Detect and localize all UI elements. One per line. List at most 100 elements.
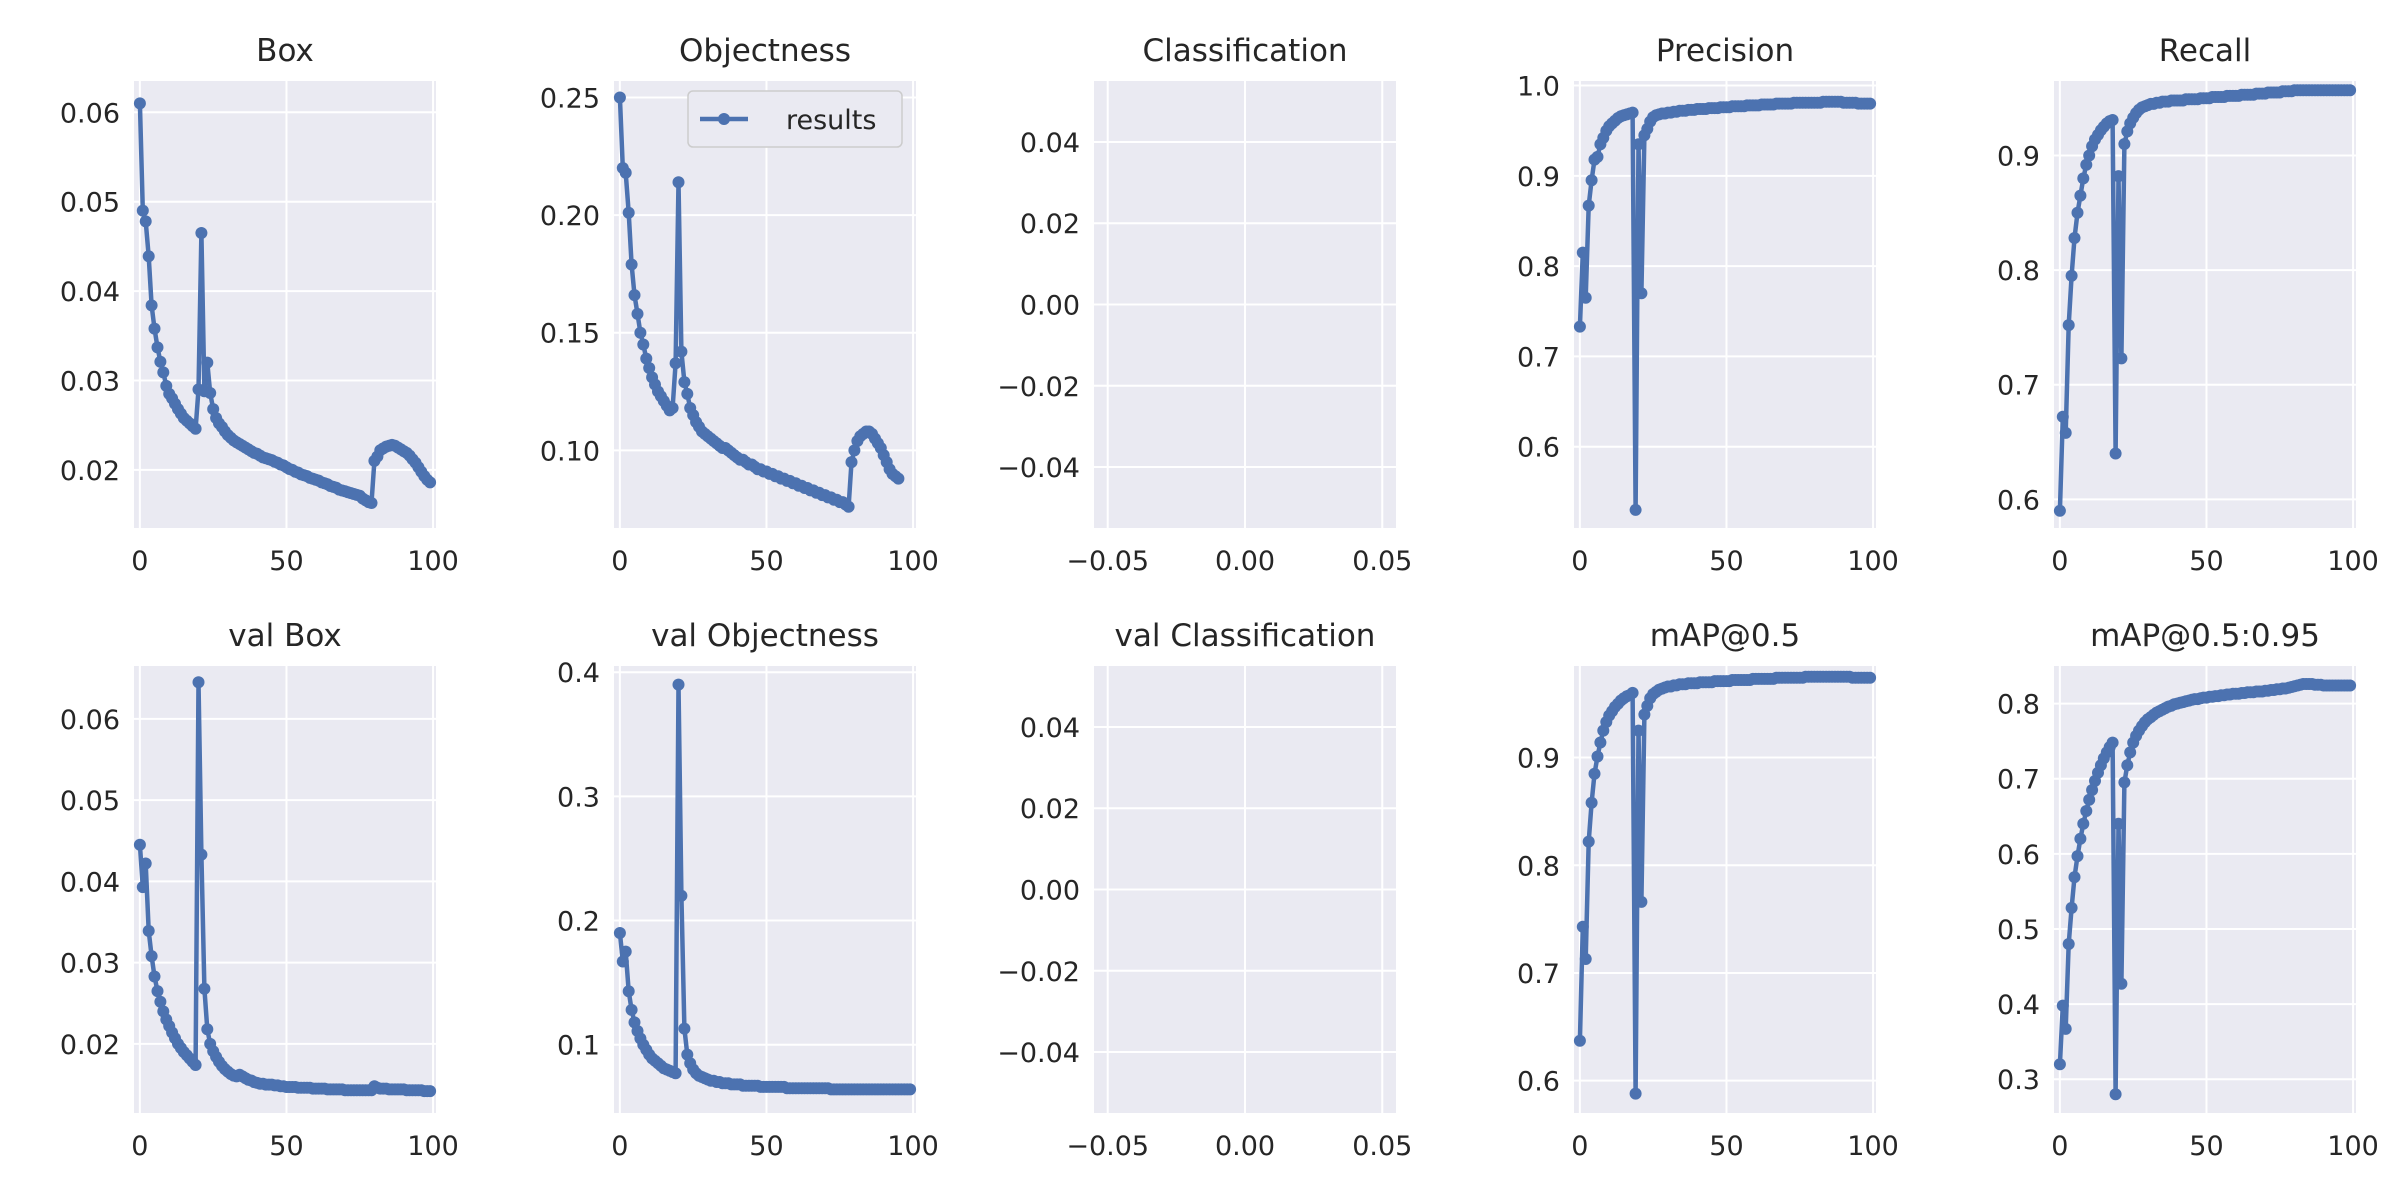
y-tick-label: 0.10	[540, 436, 600, 467]
y-tick-label: 0.8	[1517, 252, 1560, 283]
data-point	[2344, 679, 2357, 692]
data-point	[1582, 199, 1595, 212]
y-tick-label: 0.7	[1517, 959, 1560, 990]
data-point	[1864, 671, 1877, 684]
data-point	[2124, 746, 2137, 759]
y-tick-label: 0.25	[540, 83, 600, 114]
data-point	[666, 402, 679, 414]
data-point	[1576, 246, 1589, 259]
y-tick-label: 0.9	[1517, 744, 1560, 775]
y-tick-label: 0.2	[557, 907, 600, 938]
x-tick-label: 50	[2189, 1131, 2223, 1162]
y-tick-label: 0.03	[60, 366, 120, 397]
data-point	[619, 166, 632, 179]
panel-objectness: 0 50 100 0.10 0.15 0.20 0.25 Objectness results	[540, 33, 939, 577]
data-point	[2344, 84, 2357, 97]
y-tick-label: 0.8	[1997, 690, 2040, 721]
data-point	[2080, 805, 2093, 817]
x-tick-label: 0	[131, 1131, 148, 1162]
x-tick-label: 0	[1571, 546, 1588, 577]
data-point	[2065, 269, 2078, 282]
y-tick-label: 0.6	[1517, 433, 1560, 464]
y-tick-label: 0.00	[1020, 876, 1080, 907]
panel-precision: 0 50 100 0.6 0.7 0.8 0.9 1.0 Precision	[1517, 33, 1899, 577]
data-point	[142, 250, 155, 263]
data-point	[672, 176, 685, 189]
y-tick-label: −0.02	[997, 372, 1080, 403]
data-point	[628, 289, 641, 302]
data-point	[613, 927, 626, 939]
data-point	[848, 444, 861, 457]
y-tick-label: 0.1	[557, 1031, 600, 1062]
data-point	[619, 945, 632, 958]
x-tick-label: 100	[407, 546, 459, 577]
y-tick-label: −0.04	[997, 453, 1080, 484]
x-tick-label: −0.05	[1066, 546, 1149, 577]
data-point	[192, 676, 205, 689]
y-tick-label: 0.02	[60, 456, 120, 487]
data-point	[154, 355, 167, 368]
data-point	[675, 889, 688, 902]
data-point	[2053, 1058, 2066, 1071]
data-point	[139, 857, 152, 870]
data-point	[845, 456, 858, 469]
panel-title: Box	[256, 33, 314, 69]
data-point	[1629, 503, 1642, 516]
data-point	[2106, 114, 2119, 126]
data-point	[1626, 686, 1639, 699]
data-point	[424, 476, 437, 489]
data-point	[643, 362, 656, 374]
data-point	[145, 950, 158, 963]
x-tick-label: 0.00	[1215, 546, 1275, 577]
data-point	[1579, 291, 1592, 304]
data-point	[672, 678, 685, 691]
y-tick-label: −0.02	[997, 957, 1080, 988]
plot-area	[614, 666, 916, 1113]
data-point	[625, 1003, 638, 1016]
data-point	[2068, 232, 2081, 244]
data-point	[904, 1083, 917, 1096]
data-point	[1632, 724, 1645, 737]
y-tick-label: 0.6	[1997, 840, 2040, 871]
y-tick-label: 0.04	[60, 277, 120, 308]
data-point	[139, 215, 152, 228]
x-tick-label: 0	[611, 546, 628, 577]
data-point	[2059, 426, 2072, 439]
data-point	[204, 387, 217, 399]
data-point	[1626, 106, 1639, 119]
x-tick-label: 0	[2051, 546, 2068, 577]
data-point	[365, 497, 378, 509]
data-point	[631, 307, 644, 320]
y-tick-label: 0.5	[1997, 915, 2040, 946]
data-point	[669, 357, 682, 370]
y-tick-label: 0.03	[60, 949, 120, 980]
panel-val-classification: −0.05 0.00 0.05 −0.04 −0.02 0.00 0.02 0.04 val C…	[997, 618, 1412, 1162]
data-point	[189, 422, 202, 435]
data-point	[2068, 871, 2081, 884]
y-tick-label: 0.8	[1517, 851, 1560, 882]
data-point	[1573, 320, 1586, 333]
x-tick-label: 50	[269, 1131, 303, 1162]
panel-title: Recall	[2159, 33, 2252, 69]
y-tick-label: 0.4	[557, 658, 600, 689]
y-tick-label: −0.04	[997, 1038, 1080, 1069]
panel-classification: −0.05 0.00 0.05 −0.04 −0.02 0.00 0.02 0.04 Class…	[997, 33, 1412, 577]
plot-area	[2054, 81, 2356, 528]
data-point	[133, 838, 146, 851]
data-point	[198, 982, 211, 995]
data-point	[136, 204, 149, 217]
y-tick-label: 0.7	[1997, 371, 2040, 402]
legend-marker	[718, 113, 730, 125]
data-point	[1579, 953, 1592, 965]
data-point	[195, 227, 208, 239]
data-point	[681, 387, 694, 400]
data-point	[148, 970, 161, 983]
data-point	[2106, 736, 2119, 749]
x-tick-label: 100	[2327, 546, 2379, 577]
data-point	[2083, 149, 2096, 162]
data-point	[136, 881, 149, 894]
y-tick-label: 0.05	[60, 188, 120, 219]
panel-title: Objectness	[679, 33, 851, 69]
y-tick-label: 0.06	[60, 705, 120, 736]
